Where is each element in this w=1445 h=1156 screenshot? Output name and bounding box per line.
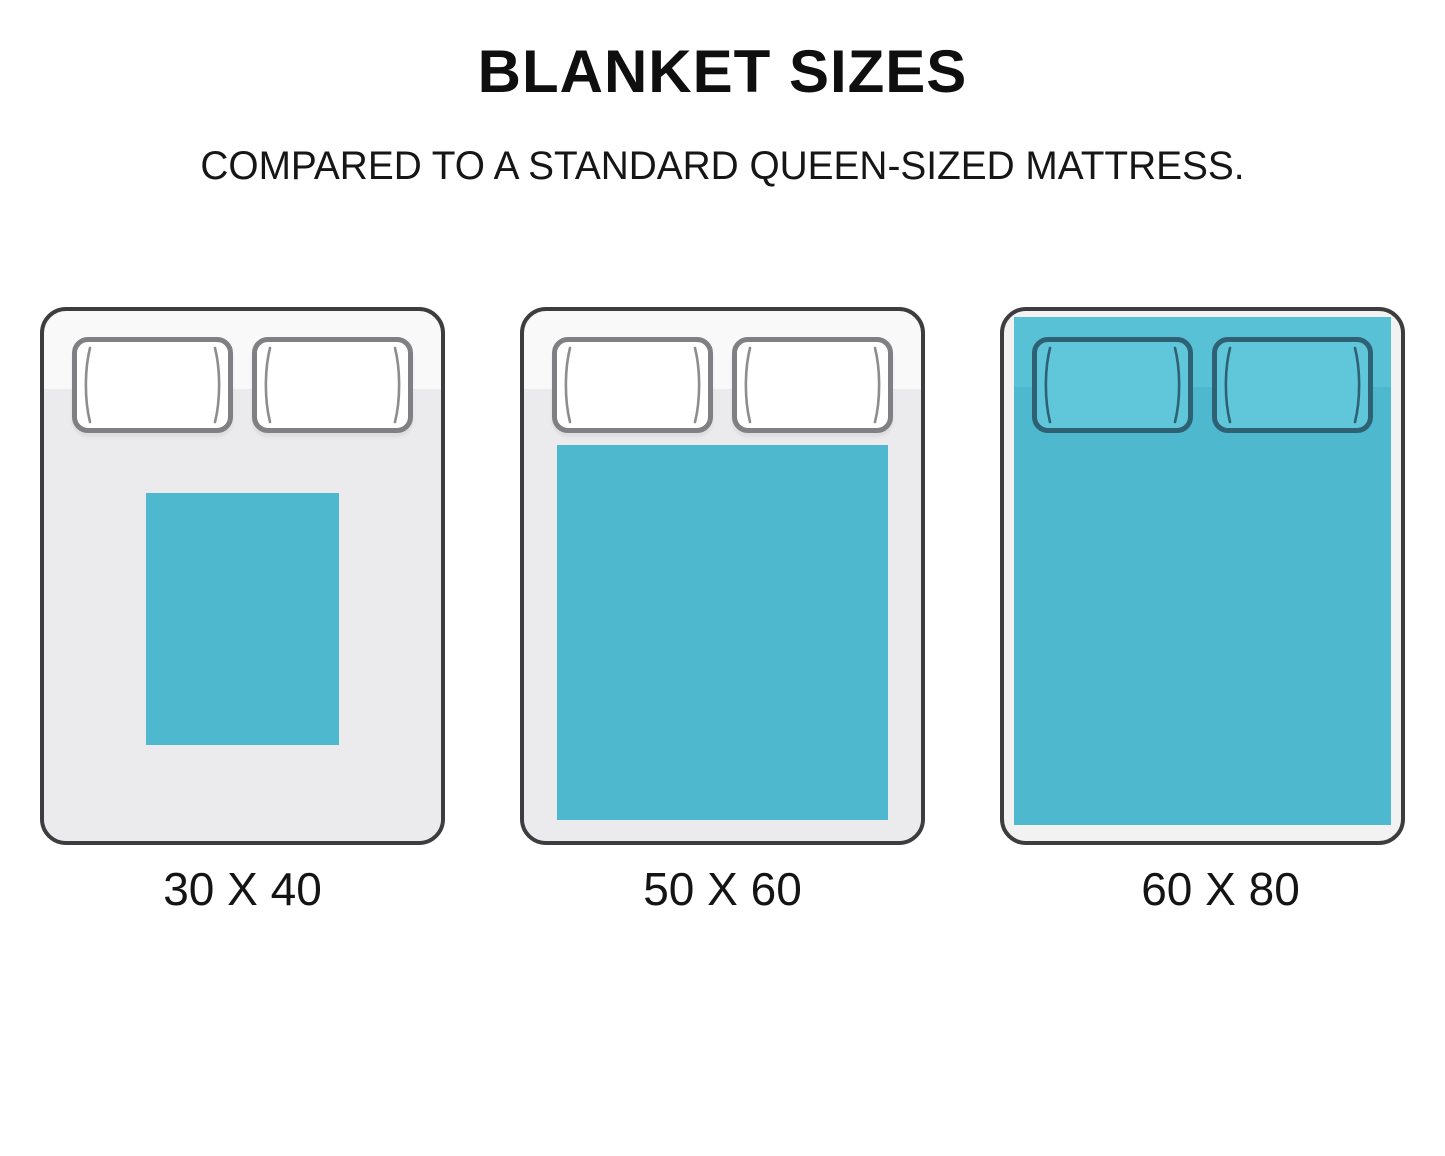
pillow-left — [552, 337, 713, 433]
blanket-50x60 — [557, 445, 888, 820]
size-label-50x60: 50 X 60 — [643, 863, 802, 915]
pillow-left — [1032, 337, 1193, 433]
pillow-crease-lines-icon — [1224, 346, 1361, 424]
bed-diagram-30x40 — [40, 307, 445, 845]
bed-diagram-60x80 — [1000, 307, 1405, 845]
pillow-crease-lines-icon — [744, 346, 881, 424]
pillow-crease-lines-icon — [564, 346, 701, 424]
pillow-left — [72, 337, 233, 433]
pillow-right — [732, 337, 893, 433]
pillow-crease-lines-icon — [84, 346, 221, 424]
blanket-30x40 — [146, 493, 339, 745]
pillow-crease-lines-icon — [1044, 346, 1181, 424]
pillow-right — [1212, 337, 1373, 433]
size-label-30x40: 30 X 40 — [163, 863, 322, 915]
page-title: BLANKET SIZES — [477, 38, 968, 105]
pillow-crease-lines-icon — [264, 346, 401, 424]
pillow-right — [252, 337, 413, 433]
bed-diagram-50x60 — [520, 307, 925, 845]
subtitle: COMPARED TO A STANDARD QUEEN-SIZED MATTR… — [200, 144, 1245, 188]
size-label-60x80: 60 X 80 — [1141, 863, 1300, 915]
